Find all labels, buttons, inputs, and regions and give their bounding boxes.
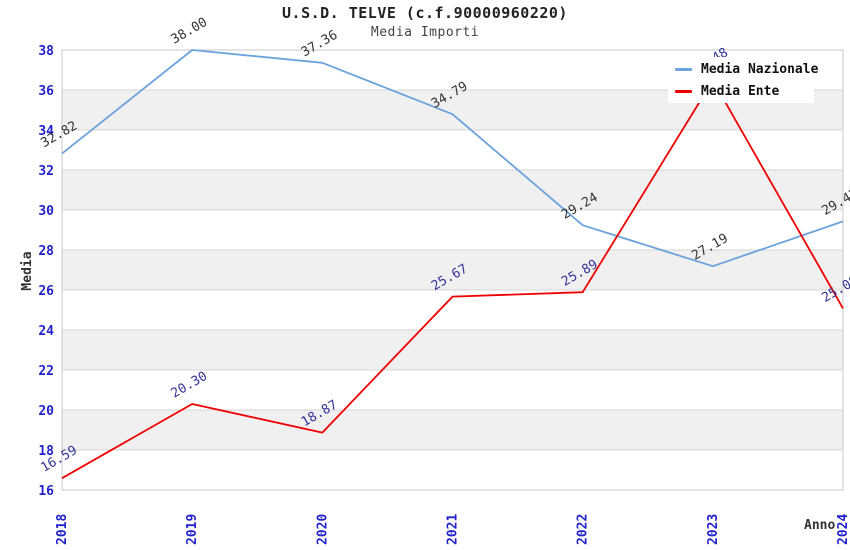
x-tick-label: 2019 (185, 514, 200, 545)
band (62, 410, 843, 450)
point-label: 20.30 (169, 369, 210, 402)
y-axis-title: Media (20, 251, 35, 291)
y-tick-label: 28 (38, 244, 54, 259)
y-tick-label: 18 (38, 444, 54, 459)
y-tick-label: 22 (38, 364, 54, 379)
chart-subtitle: Media Importi (370, 25, 480, 40)
line-swatch-icon (675, 67, 692, 71)
y-tick-label: 16 (38, 484, 54, 499)
y-tick-label: 36 (38, 84, 54, 99)
x-tick-label: 2018 (55, 514, 70, 545)
y-tick-label: 32 (38, 164, 54, 179)
x-axis-title: Anno (804, 518, 836, 533)
y-tick-label: 38 (38, 44, 54, 59)
series-line-media-nazionale (61, 49, 844, 268)
y-tick-label: 26 (38, 284, 54, 299)
band (62, 250, 843, 290)
y-tick-label: 30 (38, 204, 54, 219)
x-tick-label: 2021 (446, 514, 461, 545)
legend-item-media-ente: Media Ente (675, 84, 814, 99)
x-tick-label: 2022 (576, 514, 591, 545)
legend-label: Media Ente (701, 83, 780, 99)
x-tick-label: 2020 (315, 514, 330, 545)
legend-label: Media Nazionale (701, 61, 819, 77)
plot-border (61, 49, 844, 491)
band (62, 170, 843, 210)
band (62, 330, 843, 370)
line-swatch-icon (675, 89, 692, 93)
x-tick-label: 2023 (706, 514, 721, 545)
x-tick-label: 2024 (836, 514, 850, 545)
y-tick-label: 34 (38, 124, 54, 139)
legend-item-media-nazionale: Media Nazionale (675, 62, 818, 77)
y-tick-label: 20 (38, 404, 54, 419)
legend: Media Nazionale Media Ente (668, 57, 818, 103)
y-tick-label: 24 (38, 324, 54, 339)
chart-title: U.S.D. TELVE (c.f.90000960220) (282, 4, 568, 22)
